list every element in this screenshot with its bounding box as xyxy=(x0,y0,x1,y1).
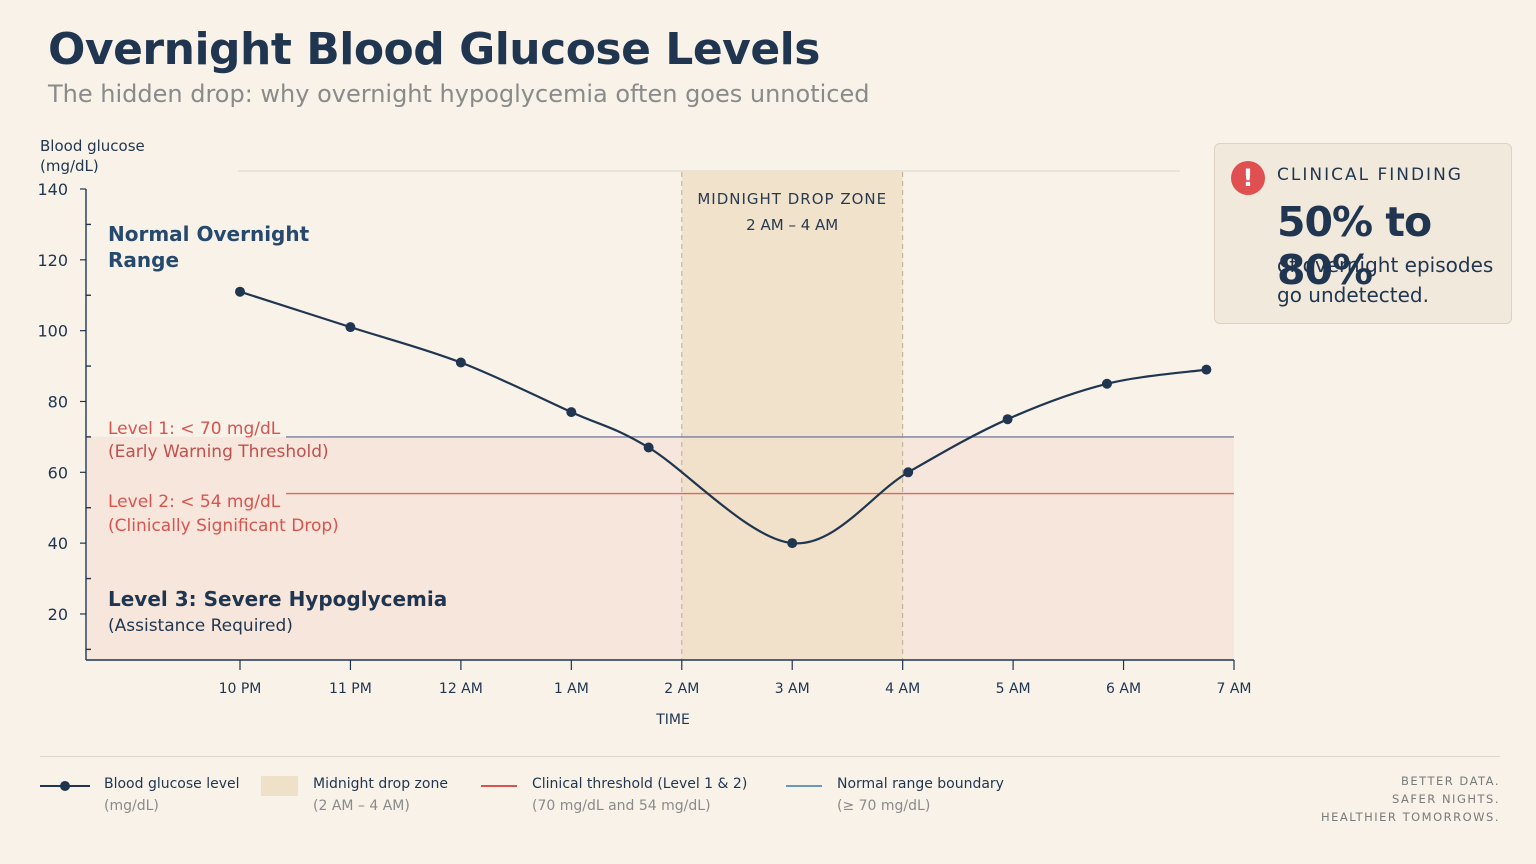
x-tick-label: 1 AM xyxy=(554,681,589,697)
glucose-data-point xyxy=(903,467,914,478)
legend-divider xyxy=(40,756,1500,757)
annotation-title: Level 2: < 54 mg/dL xyxy=(108,492,281,512)
glucose-data-point xyxy=(1101,378,1112,389)
finding-heading: CLINICAL FINDING xyxy=(1277,165,1463,185)
x-tick-label: 6 AM xyxy=(1106,681,1141,697)
page-subtitle: The hidden drop: why overnight hypoglyce… xyxy=(48,80,870,108)
glucose-data-point xyxy=(1002,414,1013,425)
annotation-title: Level 3: Severe Hypoglycemia xyxy=(108,587,447,611)
legend-label: Normal range boundary xyxy=(837,776,1004,792)
x-tick-label: 2 AM xyxy=(664,681,699,697)
glucose-data-point xyxy=(235,286,245,297)
tagline-line: BETTER DATA. xyxy=(1401,774,1500,788)
finding-description: of overnight episodes go undetected. xyxy=(1277,253,1494,307)
alert-icon: ! xyxy=(1231,161,1265,195)
x-tick-label: 10 PM xyxy=(219,681,262,697)
x-tick-label: 5 AM xyxy=(996,681,1031,697)
glucose-series-line xyxy=(239,290,1207,545)
legend-label: Clinical threshold (Level 1 & 2) xyxy=(532,776,748,792)
annotation-subtitle: Range xyxy=(108,248,179,272)
drop-zone-range: 2 AM – 4 AM xyxy=(746,216,838,234)
legend-line-marker-icon xyxy=(40,781,90,791)
danger-zone-fill xyxy=(87,436,1234,660)
y-tick-label: 80 xyxy=(48,392,68,411)
x-tick-label: 11 PM xyxy=(329,681,372,697)
legend-red-line-swatch xyxy=(481,785,517,787)
x-tick-label: 7 AM xyxy=(1216,681,1251,697)
annotation-subtitle: (Clinically Significant Drop) xyxy=(108,516,339,536)
y-tick-label: 120 xyxy=(37,251,68,270)
x-tick-label: 12 AM xyxy=(439,681,483,697)
y-axis-label-line1: Blood glucose xyxy=(40,137,145,155)
x-tick-label: 3 AM xyxy=(775,681,810,697)
legend-label: Midnight drop zone xyxy=(313,776,448,792)
annotation-subtitle: (Assistance Required) xyxy=(108,616,293,636)
y-tick-label: 100 xyxy=(37,322,68,341)
y-tick-label: 60 xyxy=(48,463,68,482)
glucose-data-point xyxy=(455,357,466,368)
legend-sublabel: (≥ 70 mg/dL) xyxy=(837,798,931,814)
tagline-line: SAFER NIGHTS. xyxy=(1392,792,1500,806)
clinical-finding-card: ! CLINICAL FINDING 50% to 80% of overnig… xyxy=(1214,143,1512,324)
glucose-data-point xyxy=(566,407,577,418)
legend-sublabel: (70 mg/dL and 54 mg/dL) xyxy=(532,798,711,814)
x-tick-label: 4 AM xyxy=(885,681,920,697)
legend-box-swatch xyxy=(261,776,298,796)
glucose-data-point xyxy=(643,442,654,453)
tagline-line: HEALTHIER TOMORROWS. xyxy=(1321,810,1500,824)
finding-stat: 50% to 80% xyxy=(1277,198,1432,294)
y-axis-label-line2: (mg/dL) xyxy=(40,157,99,175)
annotation-title: Level 1: < 70 mg/dL xyxy=(108,419,281,439)
legend-label: Blood glucose level xyxy=(104,776,240,792)
drop-zone-band xyxy=(681,172,903,660)
glucose-data-point xyxy=(787,538,798,549)
legend-blue-line-swatch xyxy=(786,785,822,787)
annotation-title: Normal Overnight xyxy=(108,222,310,246)
legend-sublabel: (2 AM – 4 AM) xyxy=(313,798,410,814)
y-axis-label: Blood glucose (mg/dL) xyxy=(40,136,145,176)
y-tick-label: 140 xyxy=(37,180,68,199)
page-title: Overnight Blood Glucose Levels xyxy=(48,24,820,75)
legend-sublabel: (mg/dL) xyxy=(104,798,159,814)
y-tick-label: 40 xyxy=(48,534,68,553)
annotation-subtitle: (Early Warning Threshold) xyxy=(108,442,329,462)
glucose-data-point xyxy=(345,322,356,333)
y-tick-label: 20 xyxy=(48,605,68,624)
drop-zone-title: MIDNIGHT DROP ZONE xyxy=(697,190,887,208)
x-axis-title: TIME xyxy=(655,712,690,728)
glucose-data-point xyxy=(1201,364,1212,375)
tagline: BETTER DATA. SAFER NIGHTS. HEALTHIER TOM… xyxy=(1321,772,1500,826)
